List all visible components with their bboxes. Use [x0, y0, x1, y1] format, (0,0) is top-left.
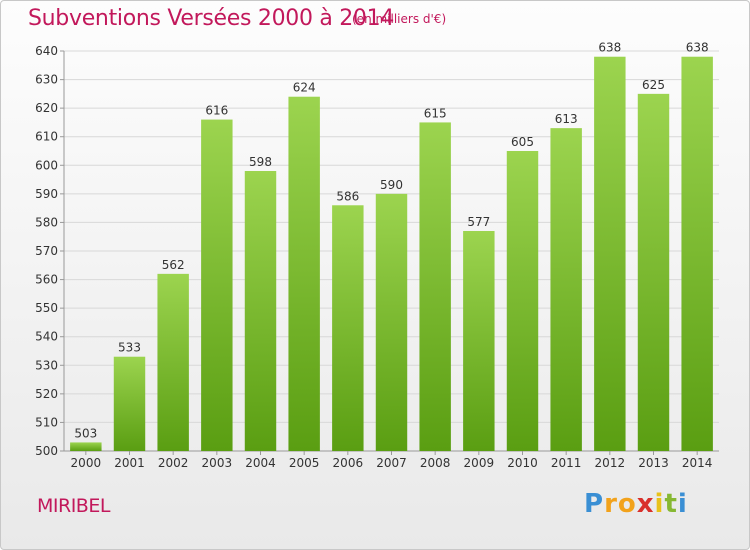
x-tick-label: 2002	[158, 456, 189, 470]
data-label: 638	[686, 41, 709, 55]
logo-letter: r	[604, 489, 618, 519]
data-label: 598	[249, 155, 272, 169]
x-tick-label: 2007	[376, 456, 407, 470]
data-label: 503	[74, 426, 97, 440]
data-label: 577	[467, 215, 490, 229]
x-tick-label: 2008	[420, 456, 451, 470]
data-label: 624	[293, 81, 316, 95]
bar-2008	[419, 122, 451, 451]
y-tick-label: 560	[35, 273, 58, 287]
bar-2003	[201, 119, 233, 452]
y-tick-label: 580	[35, 215, 58, 229]
bar-2009	[463, 231, 495, 451]
data-label: 562	[162, 258, 185, 272]
y-tick-label: 530	[35, 358, 58, 372]
x-tick-label: 2001	[114, 456, 145, 470]
y-tick-label: 540	[35, 330, 58, 344]
data-label: 638	[598, 41, 621, 55]
y-tick-label: 610	[35, 130, 58, 144]
bar-2002	[157, 273, 189, 451]
logo-letter: x	[636, 489, 655, 519]
logo-letter: t	[664, 489, 678, 519]
logo-letter: i	[677, 489, 688, 519]
chart-subtitle: (en milliers d'€)	[352, 12, 447, 26]
bar-2001	[113, 356, 146, 451]
logo-letter: P	[584, 489, 605, 519]
x-tick-label: 2000	[71, 456, 102, 470]
data-label: 625	[642, 78, 665, 92]
x-tick-label: 2009	[464, 456, 495, 470]
bar-2013	[637, 93, 670, 451]
bar-2000	[70, 442, 102, 451]
proxiti-logo: Proxiti	[584, 489, 688, 519]
bar-2007	[375, 193, 408, 451]
y-tick-label: 510	[35, 415, 58, 429]
y-tick-label: 520	[35, 387, 58, 401]
x-tick-label: 2011	[551, 456, 582, 470]
data-label: 613	[555, 112, 578, 126]
x-tick-label: 2013	[638, 456, 669, 470]
y-tick-label: 600	[35, 158, 58, 172]
x-tick-label: 2005	[289, 456, 320, 470]
data-label: 586	[336, 189, 359, 203]
data-label: 615	[424, 106, 447, 120]
bar-2004	[244, 171, 277, 451]
x-tick-label: 2014	[682, 456, 713, 470]
bar-2010	[506, 151, 539, 451]
data-label: 590	[380, 178, 403, 192]
x-tick-label: 2010	[507, 456, 538, 470]
x-tick-label: 2003	[202, 456, 233, 470]
y-tick-label: 630	[35, 73, 58, 87]
city-name: MIRIBEL	[37, 495, 110, 517]
y-tick-label: 620	[35, 101, 58, 115]
y-tick-label: 570	[35, 244, 58, 258]
labels: 2000 503 2001 533 2002 562 2003 616 2004 598 2005 6…	[71, 41, 713, 470]
logo-letter: i	[654, 489, 665, 519]
y-tick-label: 640	[35, 44, 58, 58]
y-tick-label: 500	[35, 444, 58, 458]
data-label: 616	[205, 104, 228, 118]
y-tick-label: 590	[35, 187, 58, 201]
data-label: 605	[511, 135, 534, 149]
bar-2006	[332, 205, 364, 451]
x-tick-label: 2012	[595, 456, 626, 470]
y-tick-label: 550	[35, 301, 58, 315]
bar-2005	[288, 96, 320, 451]
x-tick-label: 2004	[245, 456, 276, 470]
bar-2012	[594, 56, 626, 451]
bar-2014	[681, 56, 713, 451]
chart-title: Subventions Versées 2000 à 2014	[28, 6, 395, 31]
bar-2011	[550, 128, 582, 451]
data-label: 533	[118, 341, 141, 355]
bars	[70, 56, 713, 452]
logo-letter: o	[617, 489, 637, 519]
x-tick-label: 2006	[333, 456, 364, 470]
